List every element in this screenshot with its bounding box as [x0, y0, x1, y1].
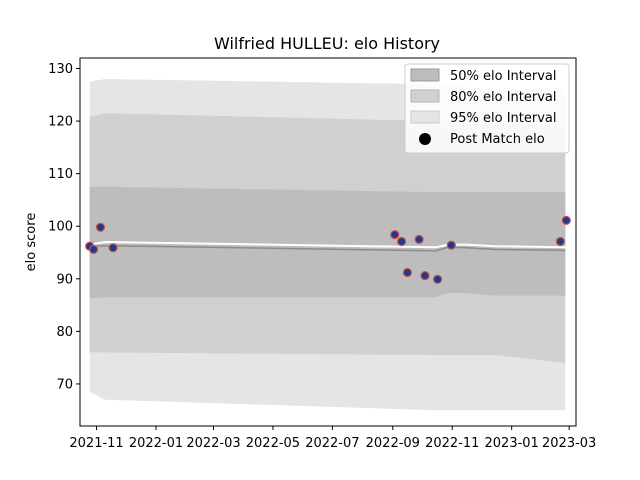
legend-swatch-band80 — [410, 89, 440, 103]
band-50-interval — [89, 186, 566, 299]
post-match-point — [108, 243, 118, 253]
x-tick-label: 2022-01 — [129, 436, 183, 451]
y-tick-label: 130 — [48, 62, 73, 77]
y-tick-label: 90 — [56, 272, 73, 287]
axes-frame — [79, 57, 577, 427]
x-tick-label: 2023-03 — [542, 436, 596, 451]
post-match-point — [555, 236, 566, 247]
post-match-points — [85, 215, 571, 284]
y-tick-label: 100 — [48, 220, 73, 235]
legend-label: Post Match elo — [450, 132, 545, 147]
post-match-point — [390, 230, 400, 240]
post-match-point — [95, 222, 106, 232]
x-tick-label: 2021-11 — [69, 436, 123, 451]
y-tick-label: 80 — [56, 325, 73, 340]
chart-title: Wilfried HULLEU: elo History — [214, 34, 440, 53]
legend-label: 80% elo Interval — [450, 90, 557, 105]
x-tick-label: 2022-09 — [366, 436, 420, 451]
legend-label: 95% elo Interval — [450, 111, 557, 126]
x-tick-label: 2022-11 — [425, 436, 479, 451]
y-tick-label: 70 — [56, 377, 73, 392]
y-axis: 70 80 90 100 110 120 130 — [48, 62, 80, 392]
x-axis: 2021-11 2022-01 2022-03 2022-05 2022-07 2022-… — [69, 426, 596, 451]
post-match-point — [397, 236, 407, 247]
post-match-point — [433, 274, 443, 284]
legend-point-marker — [419, 133, 431, 145]
post-match-point — [88, 244, 99, 254]
legend-swatch-band95 — [410, 110, 440, 124]
post-match-point — [561, 215, 571, 225]
y-tick-label: 110 — [48, 167, 73, 182]
post-match-point — [420, 271, 430, 281]
legend-swatch-band50 — [410, 68, 440, 82]
y-tick-label: 120 — [48, 115, 73, 130]
y-axis-label: elo score — [24, 213, 39, 272]
legend: 50% elo Interval 80% elo Interval 95% elo … — [404, 63, 570, 154]
x-tick-label: 2022-03 — [186, 436, 240, 451]
x-tick-label: 2023-01 — [485, 436, 539, 451]
legend-box — [404, 63, 570, 154]
post-match-point — [414, 234, 424, 244]
x-tick-label: 2022-07 — [305, 436, 359, 451]
x-tick-label: 2022-05 — [246, 436, 300, 451]
post-match-point — [446, 240, 456, 250]
plot-area — [85, 79, 571, 411]
legend-label: 50% elo Interval — [450, 69, 557, 84]
post-match-point — [402, 267, 412, 278]
